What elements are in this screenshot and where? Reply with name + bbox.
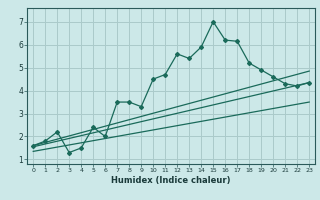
X-axis label: Humidex (Indice chaleur): Humidex (Indice chaleur) xyxy=(111,176,231,185)
